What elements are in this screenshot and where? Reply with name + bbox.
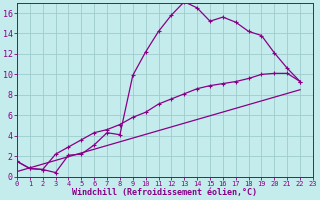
X-axis label: Windchill (Refroidissement éolien,°C): Windchill (Refroidissement éolien,°C) — [72, 188, 258, 197]
